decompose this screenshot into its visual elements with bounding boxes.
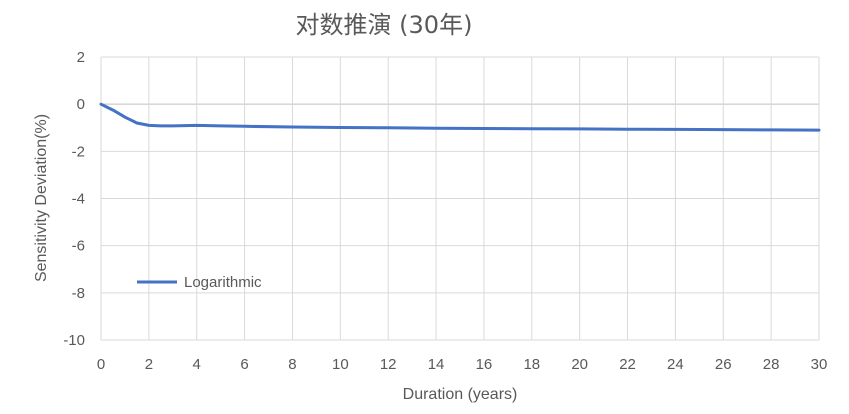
x-tick-label: 0 bbox=[97, 356, 105, 373]
x-tick-label: 6 bbox=[240, 356, 248, 373]
x-tick-label: 8 bbox=[288, 356, 296, 373]
series-layer bbox=[99, 102, 821, 132]
legend-label: Logarithmic bbox=[184, 274, 262, 291]
y-tick-label: -6 bbox=[72, 238, 85, 255]
x-tick-label: 20 bbox=[571, 356, 588, 373]
x-tick-label: 26 bbox=[715, 356, 732, 373]
x-tick-label: 24 bbox=[667, 356, 684, 373]
x-tick-label: 18 bbox=[523, 356, 540, 373]
x-tick-label: 10 bbox=[332, 356, 349, 373]
x-tick-label: 2 bbox=[145, 356, 153, 373]
series-line bbox=[99, 102, 821, 132]
x-axis-label: Duration (years) bbox=[403, 386, 518, 403]
x-tick-label: 30 bbox=[811, 356, 828, 373]
x-tick-label: 14 bbox=[428, 356, 445, 373]
x-tick-label: 12 bbox=[380, 356, 397, 373]
x-tick-label: 22 bbox=[619, 356, 636, 373]
y-tick-label: -8 bbox=[72, 285, 85, 302]
y-tick-label: 2 bbox=[77, 49, 85, 66]
grid-layer bbox=[100, 56, 820, 341]
x-tick-label: 4 bbox=[193, 356, 201, 373]
legend: Logarithmic bbox=[137, 274, 262, 291]
y-tick-label: -10 bbox=[63, 332, 85, 349]
x-tick-label: 16 bbox=[476, 356, 493, 373]
y-tick-label: -2 bbox=[72, 143, 85, 160]
y-axis-label: Sensitivity Deviation(%) bbox=[33, 114, 50, 282]
y-tick-label: 0 bbox=[77, 96, 85, 113]
tick-layer: 20-2-4-6-8-100 2 4 6 8 10 12 14 16 18 20 22 24 26 28 30 bbox=[63, 49, 827, 373]
chart-title: 对数推演 (30年) bbox=[296, 11, 473, 39]
y-tick-label: -4 bbox=[72, 191, 85, 208]
x-tick-label: 28 bbox=[763, 356, 780, 373]
